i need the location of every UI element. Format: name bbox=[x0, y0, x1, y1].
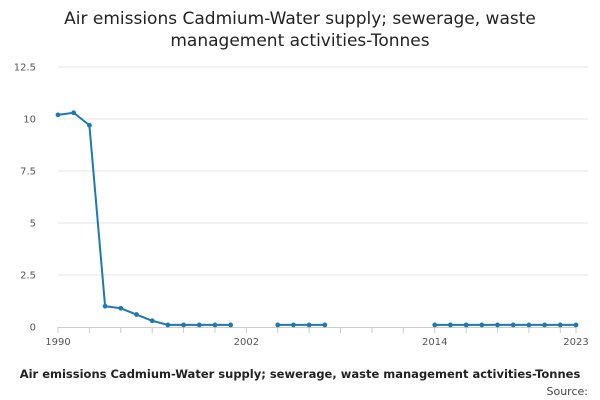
data-point bbox=[134, 312, 139, 317]
data-point bbox=[71, 110, 77, 116]
data-point bbox=[102, 303, 108, 309]
data-point bbox=[291, 322, 296, 328]
data-point bbox=[557, 322, 563, 328]
x-tick-label: 2014 bbox=[422, 337, 447, 348]
data-point bbox=[479, 322, 485, 328]
data-point bbox=[55, 112, 61, 118]
data-point bbox=[542, 322, 548, 328]
data-point bbox=[196, 322, 202, 328]
x-axis-label: Air emissions Cadmium-Water supply; sewe… bbox=[20, 367, 581, 381]
x-tick-label: 2002 bbox=[234, 337, 259, 348]
y-tick-label: 5 bbox=[30, 219, 36, 230]
x-tick-label: 2023 bbox=[563, 337, 588, 348]
series-line-segment bbox=[57, 111, 232, 326]
source-label: Source: bbox=[547, 385, 589, 398]
y-tick-label: 12.5 bbox=[14, 63, 36, 74]
data-point bbox=[181, 322, 186, 328]
data-point bbox=[149, 318, 155, 324]
data-point bbox=[448, 322, 453, 328]
data-point bbox=[165, 322, 171, 328]
data-point bbox=[322, 322, 328, 328]
data-point bbox=[495, 322, 500, 328]
data-point bbox=[86, 122, 92, 128]
y-tick-label: 10 bbox=[23, 115, 36, 126]
x-tick-label: 1990 bbox=[45, 337, 70, 348]
y-tick-label: 0 bbox=[30, 323, 36, 334]
data-point bbox=[118, 305, 124, 311]
data-point bbox=[275, 322, 281, 328]
chart-title-line-2: management activities-Tonnes bbox=[170, 31, 429, 51]
data-point bbox=[510, 322, 516, 328]
y-tick-label: 2.5 bbox=[20, 271, 36, 282]
data-point bbox=[228, 322, 234, 328]
data-point bbox=[463, 322, 469, 328]
data-point bbox=[526, 322, 532, 328]
data-point bbox=[212, 322, 218, 328]
data-point bbox=[306, 322, 312, 328]
data-point bbox=[573, 322, 579, 328]
y-tick-label: 7.5 bbox=[20, 167, 36, 178]
data-point bbox=[432, 322, 438, 328]
chart-title-line-1: Air emissions Cadmium-Water supply; sewe… bbox=[64, 9, 536, 29]
